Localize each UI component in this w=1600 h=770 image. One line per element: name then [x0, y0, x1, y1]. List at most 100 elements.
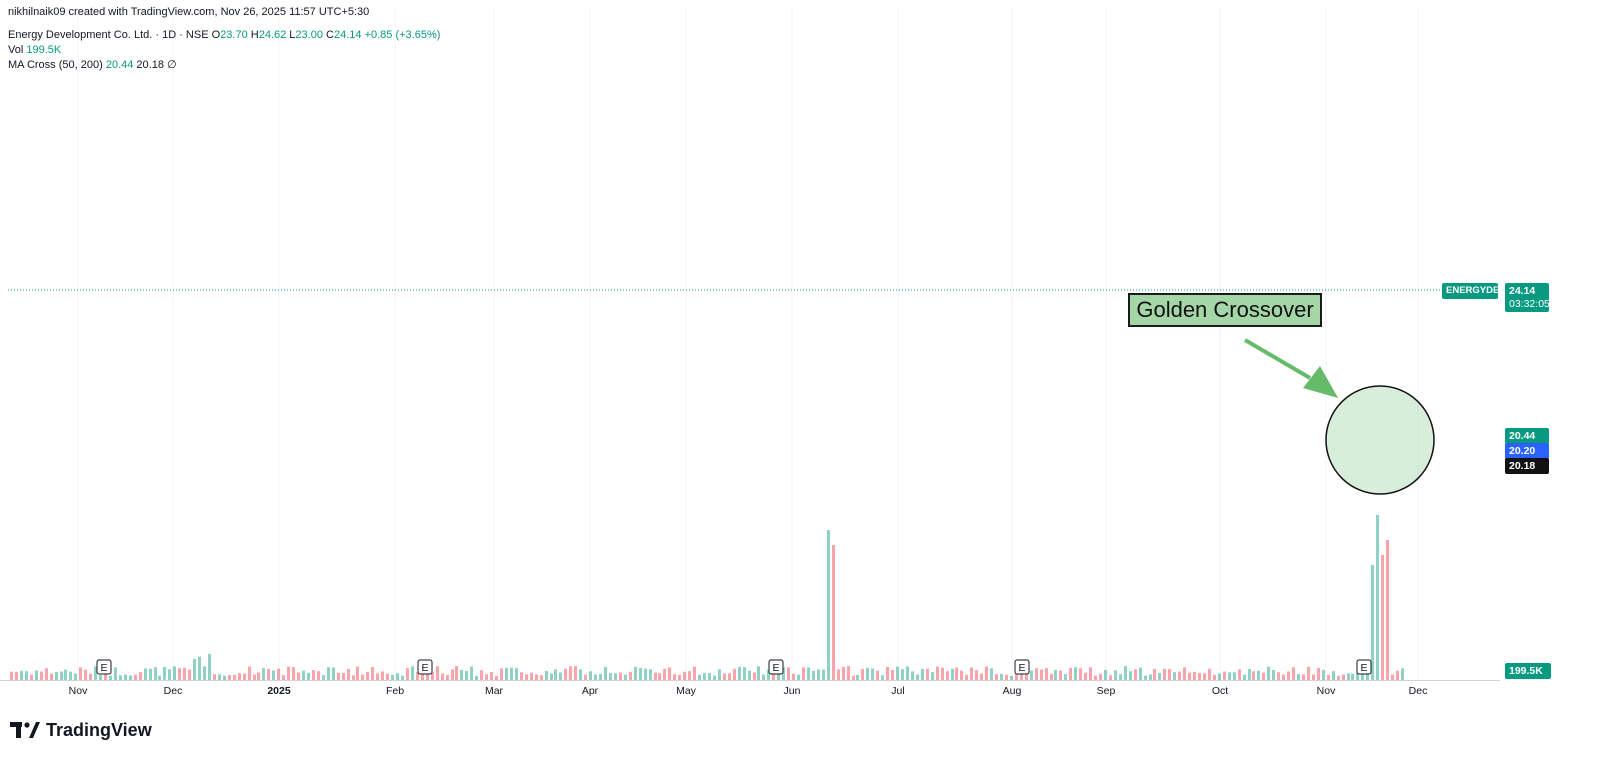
volume-bar [84, 669, 87, 680]
ohlc-close: 24.14 [333, 29, 362, 41]
volume-bar [371, 667, 374, 680]
volume-bar [1193, 671, 1196, 680]
volume-bar [223, 675, 226, 680]
volume-bar [129, 675, 132, 680]
volume-bar [852, 675, 855, 680]
volume-bar [827, 530, 830, 680]
earnings-marker[interactable] [96, 659, 112, 675]
volume-bar [792, 673, 795, 680]
volume-bar [203, 666, 206, 680]
volume-bar [1386, 540, 1389, 680]
crossover-highlight-circle [1325, 385, 1435, 495]
volume-bar [45, 668, 48, 680]
volume-bar [921, 668, 924, 680]
volume-bar [1337, 675, 1340, 680]
volume-bar [693, 666, 696, 680]
symbol-title: Energy Development Co. Ltd. · 1D · NSE [8, 29, 209, 41]
volume-bar [396, 673, 399, 680]
volume-bar [530, 672, 533, 680]
ma-hidden-icon[interactable]: ∅ [167, 59, 177, 71]
volume-bar [406, 668, 409, 680]
volume-bar [599, 673, 602, 680]
x-tick-label: Dec [1409, 685, 1428, 697]
ma-slow-tag: 20.18 [1505, 458, 1549, 474]
earnings-marker[interactable] [1014, 659, 1030, 675]
volume-bar [649, 669, 652, 680]
volume-bar [243, 673, 246, 680]
x-tick-label: 2025 [267, 685, 291, 697]
volume-bar [257, 672, 260, 680]
volume-bar [475, 675, 478, 680]
volume-bar [1089, 667, 1092, 680]
ohlc-high: 24.62 [258, 29, 287, 41]
volume-bar [436, 666, 439, 680]
volume-bar [634, 666, 637, 680]
volume-bar [574, 666, 577, 680]
volume-bar [327, 667, 330, 680]
volume-bar [1243, 674, 1246, 680]
ohlc-low-label: L [289, 29, 296, 41]
volume-legend[interactable]: Vol 199.5K [8, 43, 61, 57]
volume-bar [624, 674, 627, 680]
volume-bar [104, 671, 107, 680]
volume-bar [589, 671, 592, 680]
volume-bar [673, 674, 676, 680]
volume-bar [842, 666, 845, 680]
ohlc-open: 23.70 [220, 29, 248, 41]
volume-bar [1040, 669, 1043, 680]
volume-bar [50, 673, 53, 680]
volume-bar [629, 671, 632, 680]
volume-bar [668, 667, 671, 680]
volume-bar [253, 674, 256, 680]
volume-bar [688, 671, 691, 680]
earnings-marker[interactable] [1356, 659, 1372, 675]
volume-bar [446, 675, 449, 680]
volume-bar [480, 670, 483, 680]
volume-bar [797, 674, 800, 680]
earnings-marker[interactable] [417, 659, 433, 675]
volume-bar [1262, 672, 1265, 680]
volume-bar [1035, 668, 1038, 680]
volume-bar [767, 669, 770, 680]
volume-bar [1223, 671, 1226, 680]
volume-bar [951, 668, 954, 680]
volume-bar [1391, 674, 1394, 680]
volume-bar [891, 670, 894, 680]
volume-bar [1144, 675, 1147, 680]
volume-bar [1342, 674, 1345, 680]
chart-grid [77, 8, 1419, 680]
volume-bar [871, 668, 874, 680]
volume-bar [1272, 670, 1275, 680]
volume-bar [401, 675, 404, 680]
volume-bar [173, 666, 176, 680]
volume-bar [550, 673, 553, 680]
volume-bar [20, 671, 23, 680]
volume-bar [614, 673, 617, 680]
volume-bar [604, 666, 607, 680]
volume-bar [1292, 667, 1295, 680]
volume-bar [1312, 674, 1315, 680]
volume-bar [500, 668, 503, 680]
volume-bar [1010, 675, 1013, 680]
volume-bar [980, 673, 983, 680]
earnings-marker-label: E [1360, 662, 1367, 674]
volume-bar [510, 667, 513, 680]
volume-bar [1139, 667, 1142, 680]
earnings-marker-label: E [772, 662, 779, 674]
ma-slow-value: 20.18 [136, 59, 164, 71]
volume-bar [465, 671, 468, 680]
volume-bar [1332, 671, 1335, 680]
volume-bar [139, 671, 142, 680]
symbol-legend[interactable]: Energy Development Co. Ltd. · 1D · NSE O… [8, 28, 440, 42]
earnings-marker[interactable] [768, 659, 784, 675]
volume-bar [1257, 670, 1260, 680]
volume-bar [154, 667, 157, 680]
time-axis[interactable]: Nov Dec 2025 Feb Mar Apr May Jun Jul Aug Sep Oct Nov… [69, 685, 1428, 697]
tradingview-logo[interactable]: TradingView [10, 719, 152, 741]
volume-bar [545, 670, 548, 680]
volume-bar [1109, 675, 1112, 680]
volume-bar [678, 675, 681, 680]
volume-bar [267, 668, 270, 680]
ma-legend[interactable]: MA Cross (50, 200) 20.44 20.18 ∅ [8, 58, 177, 72]
